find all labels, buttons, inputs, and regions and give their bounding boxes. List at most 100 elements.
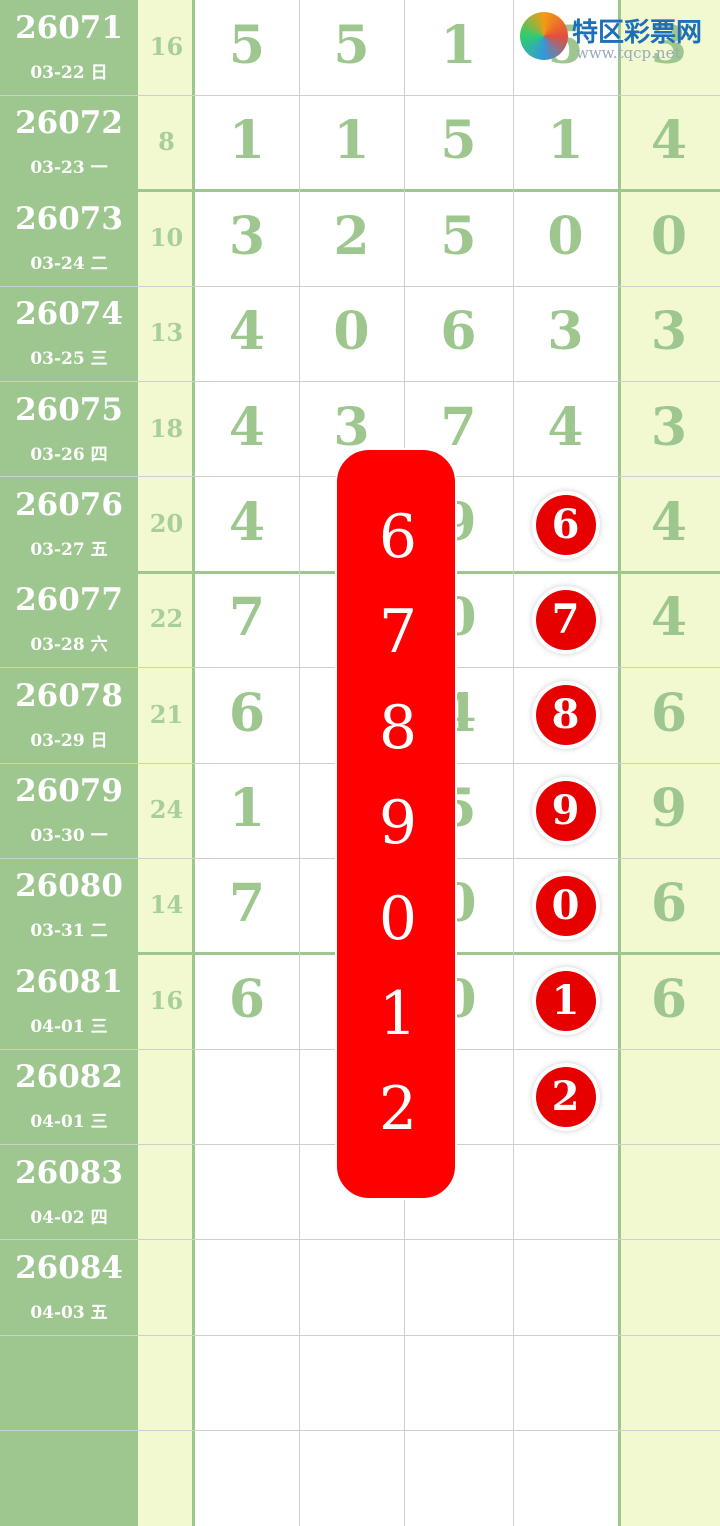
- date: 04-01 三: [30, 1112, 108, 1133]
- sum: 13: [149, 318, 184, 348]
- sum: 24: [149, 795, 184, 824]
- digit: 6: [228, 682, 266, 744]
- sum: 16: [149, 32, 184, 61]
- digit: 3: [547, 301, 584, 363]
- issue: 26075: [15, 391, 123, 428]
- sum: 8: [158, 127, 175, 157]
- digit: 3: [228, 205, 266, 267]
- digit: 0: [333, 301, 370, 363]
- digit: 7: [228, 587, 266, 649]
- row-line: [0, 189, 720, 193]
- sum: 14: [149, 890, 184, 920]
- date: 03-22 日: [30, 63, 108, 83]
- row-line: [0, 94, 720, 96]
- digit: 0: [650, 205, 688, 267]
- logo-url: www.tqcp.net: [576, 44, 681, 62]
- overlay-digit: 7: [378, 597, 418, 668]
- overlay-panel: 6 7 8 9 0 1 2: [335, 448, 457, 1200]
- digit: 9: [650, 778, 688, 839]
- digit: 5: [228, 15, 266, 76]
- sum: 18: [149, 413, 184, 443]
- digit: 4: [650, 491, 688, 553]
- digit: 1: [228, 778, 266, 839]
- ball: 2: [535, 1066, 596, 1127]
- sum: 20: [149, 508, 184, 538]
- issue: 26071: [15, 10, 123, 46]
- digit: 5: [440, 110, 477, 172]
- row-line: [0, 1430, 720, 1432]
- issue: 26079: [15, 773, 123, 809]
- digit: 3: [650, 301, 688, 363]
- date: 03-31 二: [30, 921, 108, 942]
- overlay-digit: 9: [378, 788, 418, 859]
- sum: 22: [149, 604, 184, 634]
- digit: 3: [650, 15, 688, 76]
- ball: 7: [535, 589, 596, 650]
- ball: 9: [535, 780, 596, 841]
- date: 04-03 五: [30, 1302, 108, 1323]
- digit: 1: [440, 15, 477, 76]
- digit: 4: [228, 301, 266, 363]
- issue: 26077: [15, 582, 123, 619]
- date: 03-24 二: [30, 253, 108, 274]
- ball: 0: [535, 876, 596, 937]
- digit: 7: [228, 873, 266, 935]
- sum: 10: [149, 222, 184, 252]
- digit: 6: [228, 968, 266, 1030]
- logo-name: 特区彩票网: [572, 18, 703, 48]
- date: 03-23 一: [30, 158, 108, 179]
- digit: 1: [228, 110, 266, 172]
- overlay-digit: 0: [378, 883, 418, 954]
- date: 03-26 四: [30, 444, 108, 465]
- ball: 6: [535, 494, 596, 555]
- digit: 5: [440, 205, 477, 267]
- digit: 6: [440, 301, 477, 363]
- col-line: [299, 0, 300, 1526]
- digit: 7: [440, 396, 477, 458]
- date: 03-30 一: [30, 826, 108, 846]
- date: 04-01 三: [30, 1016, 108, 1037]
- logo: 特区彩票网 www.tqcp.net: [520, 10, 720, 70]
- row-line: [0, 285, 720, 287]
- date: 03-27 五: [30, 539, 108, 560]
- digit: 6: [650, 968, 688, 1030]
- overlay-digit: 1: [378, 978, 418, 1049]
- digit: 1: [547, 110, 584, 172]
- digit: 4: [547, 396, 584, 458]
- issue: 26072: [15, 105, 123, 142]
- overlay-digit: 6: [378, 502, 418, 572]
- col-line: [513, 0, 514, 1526]
- ball: 8: [535, 685, 596, 746]
- digit: 5: [333, 15, 370, 76]
- digit: 2: [333, 205, 370, 267]
- date: 03-29 日: [30, 730, 108, 751]
- issue: 26081: [15, 963, 123, 1000]
- digit: 6: [650, 873, 688, 935]
- issue: 26083: [15, 1154, 123, 1191]
- issue: 26073: [15, 200, 123, 237]
- digit: 1: [333, 110, 370, 172]
- digit: 6: [650, 682, 688, 744]
- issue: 26084: [15, 1249, 123, 1286]
- sum: 21: [149, 699, 184, 729]
- ball: 1: [535, 971, 596, 1032]
- digit: 4: [650, 587, 688, 649]
- date: 03-28 六: [30, 635, 108, 656]
- overlay-digit: 2: [378, 1074, 418, 1145]
- digit: 4: [228, 396, 266, 458]
- digit: 0: [547, 205, 584, 267]
- digit: 4: [228, 491, 266, 553]
- issue: 26074: [15, 296, 123, 333]
- digit: 3: [650, 396, 688, 458]
- row-line: [0, 1334, 720, 1336]
- digit: 4: [650, 110, 688, 172]
- row-line: [0, 1239, 720, 1241]
- date: 03-25 三: [30, 349, 108, 370]
- digit: 3: [333, 396, 370, 458]
- issue: 26082: [15, 1059, 123, 1096]
- issue: 26076: [15, 486, 123, 523]
- issue: 26078: [15, 677, 123, 714]
- row-line: [0, 381, 720, 382]
- overlay-digit: 8: [378, 692, 418, 763]
